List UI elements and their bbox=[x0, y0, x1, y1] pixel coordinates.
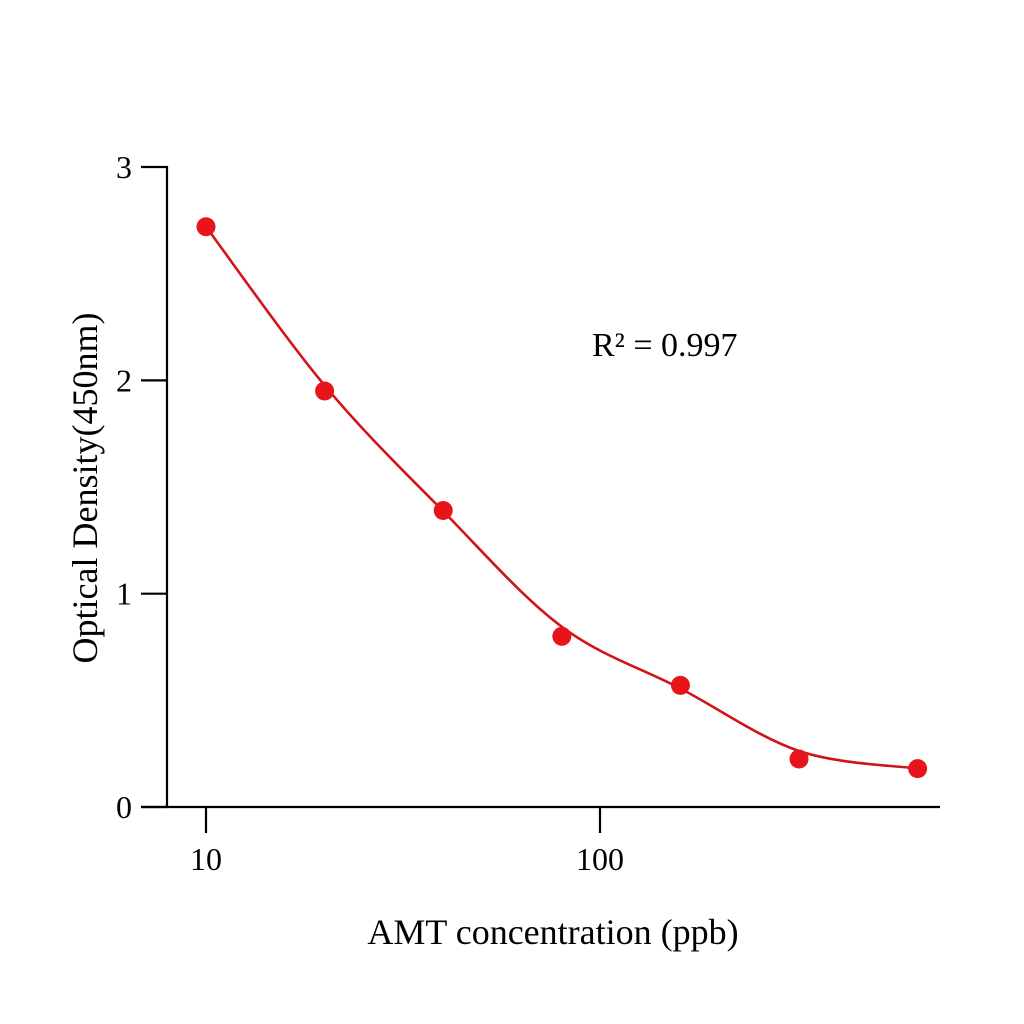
data-points bbox=[196, 217, 928, 779]
y-tick-label: 0 bbox=[116, 789, 132, 825]
annotation-r-squared: R² = 0.997 bbox=[592, 327, 738, 364]
data-point bbox=[196, 217, 216, 237]
x-tick-label: 10 bbox=[190, 841, 222, 877]
data-point bbox=[552, 626, 572, 646]
y-tick-label: 2 bbox=[116, 362, 132, 398]
data-point bbox=[315, 381, 335, 401]
data-point bbox=[670, 675, 690, 695]
ticks: 0 1 2 3 10 100 bbox=[116, 149, 624, 877]
data-point bbox=[908, 759, 928, 779]
y-tick-label: 3 bbox=[116, 149, 132, 185]
x-axis-label: AMT concentration (ppb) bbox=[367, 912, 738, 952]
fit-curve bbox=[204, 225, 918, 770]
y-axis-label: Optical Density(450nm) bbox=[65, 313, 105, 664]
y-tick-label: 1 bbox=[116, 576, 132, 612]
data-point bbox=[789, 749, 809, 769]
data-point bbox=[433, 500, 453, 520]
x-tick-label: 100 bbox=[576, 841, 624, 877]
axes bbox=[141, 166, 940, 809]
